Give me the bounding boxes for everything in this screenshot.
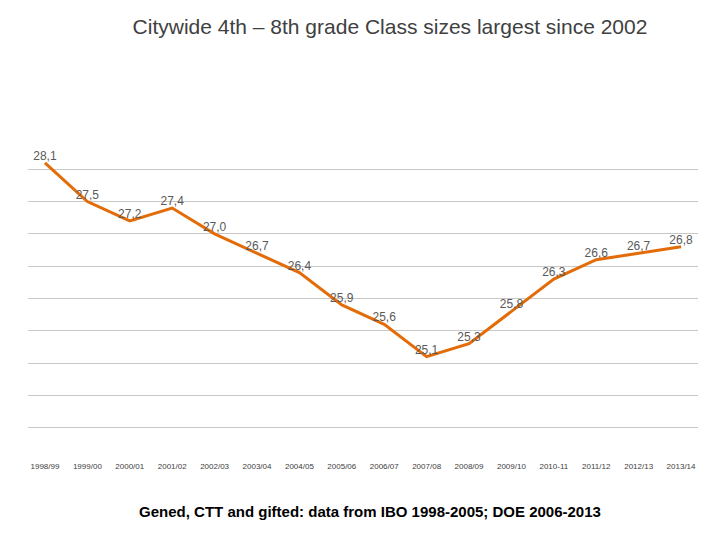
svg-text:25,3: 25,3 (457, 330, 481, 344)
svg-text:2005/06: 2005/06 (327, 462, 356, 471)
svg-text:2013/14: 2013/14 (667, 462, 696, 471)
svg-text:2008/09: 2008/09 (455, 462, 484, 471)
svg-text:26,3: 26,3 (542, 265, 566, 279)
svg-text:1999/00: 1999/00 (73, 462, 102, 471)
svg-text:27,0: 27,0 (203, 220, 227, 234)
svg-text:26,7: 26,7 (627, 239, 651, 253)
svg-text:27,2: 27,2 (118, 207, 142, 221)
svg-text:2001/02: 2001/02 (158, 462, 187, 471)
svg-text:2004/05: 2004/05 (285, 462, 314, 471)
html-text:Gened, CTT and gifted: data fr: Gened, CTT and gifted: data from IBO 199… (139, 503, 601, 520)
svg-text:2011/12: 2011/12 (582, 462, 611, 471)
svg-text:2007/08: 2007/08 (412, 462, 441, 471)
svg-text:25,9: 25,9 (330, 291, 354, 305)
svg-text:26,6: 26,6 (585, 246, 609, 260)
html-text:Citywide 4th – 8th grade Class: Citywide 4th – 8th grade Class sizes lar… (132, 15, 648, 38)
svg-text:26,7: 26,7 (245, 239, 269, 253)
svg-text:26,4: 26,4 (288, 259, 312, 273)
svg-text:1998/99: 1998/99 (30, 462, 59, 471)
svg-text:2010-11: 2010-11 (539, 462, 568, 471)
svg-text:2012/13: 2012/13 (624, 462, 653, 471)
svg-text:2002/03: 2002/03 (200, 462, 229, 471)
svg-text:26,8: 26,8 (669, 233, 693, 247)
svg-text:2000/01: 2000/01 (115, 462, 144, 471)
svg-text:27,4: 27,4 (161, 194, 185, 208)
svg-text:2006/07: 2006/07 (370, 462, 399, 471)
svg-text:25,6: 25,6 (373, 310, 397, 324)
svg-text:2003/04: 2003/04 (243, 462, 272, 471)
svg-text:25,1: 25,1 (415, 343, 439, 357)
svg-text:27,5: 27,5 (76, 188, 100, 202)
svg-text:2009/10: 2009/10 (497, 462, 526, 471)
svg-text:25,8: 25,8 (500, 297, 524, 311)
svg-text:28,1: 28,1 (33, 149, 57, 163)
